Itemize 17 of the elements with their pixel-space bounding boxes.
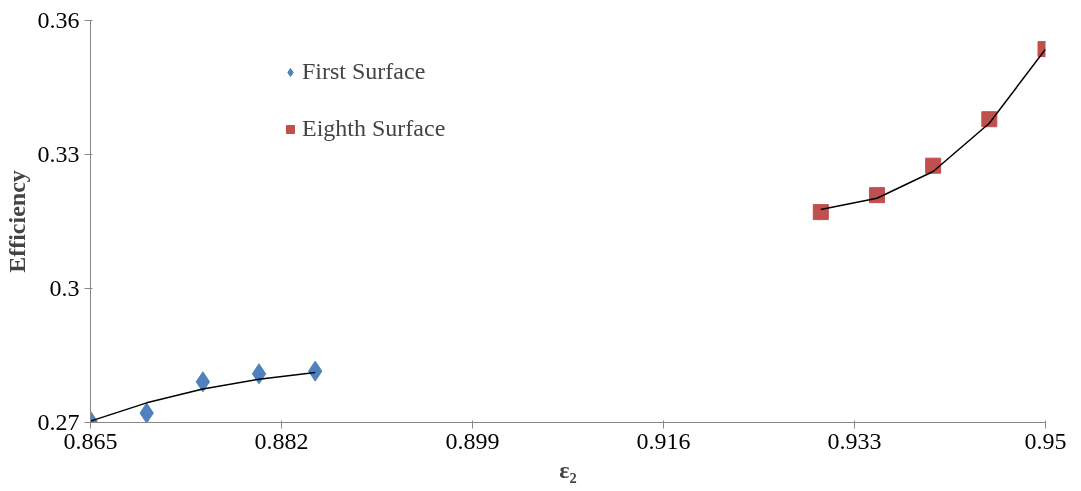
point (251, 363, 267, 385)
y-tick-label: 0.3 (49, 275, 80, 301)
point (925, 157, 942, 174)
point (812, 204, 829, 221)
y-tick-label: 0.33 (37, 141, 80, 167)
x-tick-label: 0.882 (254, 427, 309, 454)
point (195, 371, 211, 393)
x-tick-label: 0.916 (636, 427, 691, 454)
x-tick-label: 0.933 (827, 427, 882, 454)
y-axis-title: Efficiency (3, 170, 30, 273)
y-tick-label: 0.36 (37, 7, 80, 33)
x-axis-title: ε₂ (559, 456, 577, 483)
legend-label: First Surface (302, 58, 426, 85)
x-tick-label: 0.899 (445, 427, 500, 454)
legend-label: Eighth Surface (302, 115, 446, 142)
point (139, 402, 154, 423)
x-tick-label: 0.95 (1024, 427, 1067, 454)
